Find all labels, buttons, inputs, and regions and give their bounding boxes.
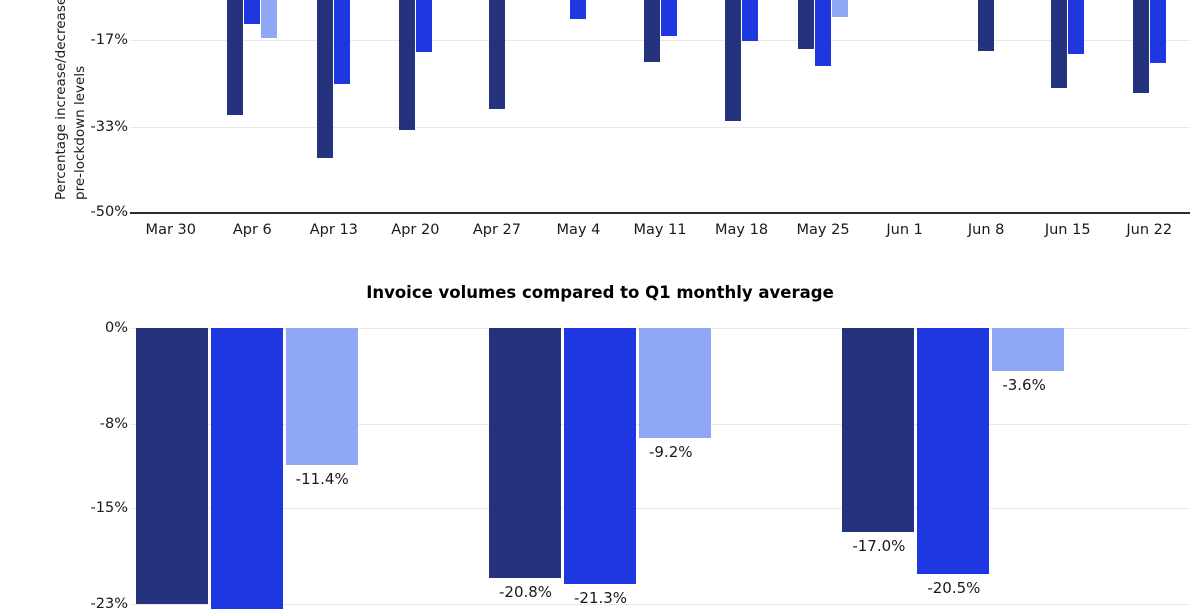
- gridline-23: [130, 604, 1190, 605]
- bar-series-2: [334, 0, 351, 85]
- bar-series-2: [564, 328, 636, 584]
- bar-value-label: -3.6%: [1002, 376, 1046, 395]
- x-tick-label: May 4: [556, 222, 601, 238]
- y-tick-label: -15%: [90, 499, 128, 516]
- bar-value-label: -11.4%: [295, 469, 349, 488]
- bar-series-2: [917, 328, 990, 574]
- x-tick-label: Mar 30: [145, 222, 196, 238]
- y-tick-label: -17%: [90, 31, 128, 48]
- bar-series-2: [415, 0, 432, 52]
- bottom-chart-y-ticks: 0% -8% -15% -23%: [0, 265, 128, 611]
- bar-value-label: -20.8%: [499, 582, 553, 601]
- gridline-33: [130, 127, 1190, 128]
- x-tick-label: May 18: [715, 222, 769, 238]
- top-chart-x-ticks: Mar 30 Apr 6 Apr 13 Apr 20 Apr 27 May 4 May 11…: [130, 0, 1190, 250]
- bar-series-2: [244, 0, 261, 25]
- bar-series-1: [798, 0, 815, 50]
- bar-series-1: [317, 0, 334, 158]
- bar-series-3: [261, 0, 278, 38]
- bar-series-2: [570, 0, 587, 20]
- x-tick-label: May 11: [633, 222, 687, 238]
- x-tick-label: Apr 27: [472, 222, 521, 238]
- y-tick-label: -33%: [90, 118, 128, 135]
- y-tick-label: -50%: [90, 203, 128, 220]
- x-axis-line: [130, 212, 1190, 214]
- bottom-chart-title: Invoice volumes compared to Q1 monthly a…: [366, 283, 834, 302]
- x-tick-label: Jun 22: [1126, 222, 1173, 238]
- bar-value-label: -21.3%: [574, 588, 628, 607]
- gridline-17: [130, 40, 1190, 41]
- x-tick-label: May 25: [796, 222, 850, 238]
- bar-series-2: [660, 0, 677, 36]
- bar-series-2: [210, 328, 283, 609]
- bar-series-2: [1068, 0, 1085, 54]
- bar-series-1: [135, 328, 208, 604]
- bar-series-1: [842, 328, 915, 532]
- x-tick-label: Apr 6: [232, 222, 272, 238]
- x-tick-label: Jun 1: [886, 222, 923, 238]
- x-tick-label: Jun 8: [967, 222, 1005, 238]
- bar-series-1: [978, 0, 995, 51]
- bar-series-3: [832, 0, 849, 18]
- bar-value-label: -9.2%: [649, 443, 693, 462]
- bar-series-1: [1051, 0, 1068, 88]
- bottom-chart-plot-area: -11.4% -20.8% -21.3% -9.2% -17.0% -20.5% -3.6%: [130, 265, 1190, 609]
- y-tick-label: 0%: [104, 319, 128, 336]
- bar-series-1: [725, 0, 742, 121]
- x-tick-label: Apr 20: [391, 222, 440, 238]
- bar-series-2: [815, 0, 832, 67]
- y-tick-label: -23%: [90, 595, 128, 612]
- x-tick-label: Jun 15: [1044, 222, 1091, 238]
- bar-series-2: [1149, 0, 1166, 64]
- bar-series-3: [992, 328, 1065, 372]
- bar-series-2: [742, 0, 759, 41]
- top-chart-y-ticks: -17% -33% -50%: [0, 0, 128, 250]
- bar-series-1: [398, 0, 415, 131]
- bar-value-label: -20.5%: [927, 579, 981, 597]
- y-tick-label: -8%: [99, 415, 128, 432]
- bar-value-label: -17.0%: [852, 537, 906, 555]
- top-chart-plot-area: [130, 0, 1190, 214]
- bar-series-1: [643, 0, 660, 62]
- bar-series-1: [489, 328, 561, 578]
- invoice-volumes-chart: Invoice volumes compared to Q1 monthly a…: [0, 265, 1200, 611]
- bar-series-1: [488, 0, 505, 110]
- bar-series-3: [285, 328, 358, 465]
- bar-series-1: [227, 0, 244, 115]
- bar-series-1: [1132, 0, 1149, 93]
- bar-series-3: [639, 328, 711, 439]
- weekly-change-chart: Percentage increase/decrease from pre-lo…: [0, 0, 1200, 250]
- gridline-15: [130, 508, 1190, 509]
- x-tick-label: Apr 13: [309, 222, 358, 238]
